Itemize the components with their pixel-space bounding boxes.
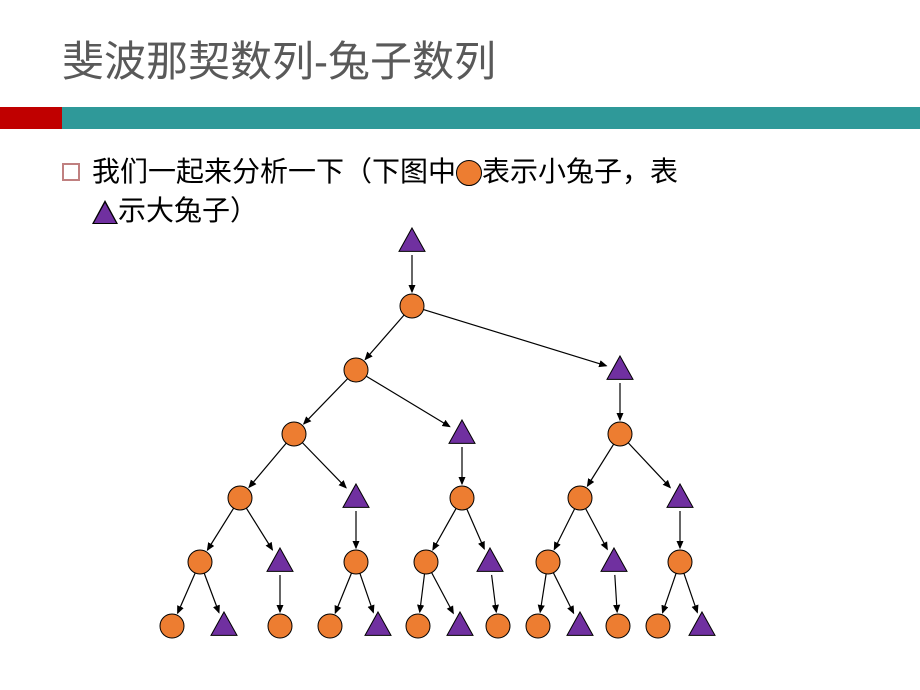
tree-node-circle — [318, 614, 342, 638]
tree-edge — [302, 443, 346, 488]
small-rabbit-icon — [456, 160, 482, 186]
tree-edge — [467, 509, 484, 549]
tree-node-triangle — [601, 548, 627, 571]
tree-node-triangle — [567, 612, 593, 635]
tree-node-triangle — [689, 612, 715, 635]
tree-edge — [204, 573, 219, 612]
tree-node-circle — [188, 550, 212, 574]
tree-node-circle — [160, 614, 184, 638]
tree-edge — [304, 379, 348, 424]
tree-edge — [178, 573, 196, 613]
tree-node-circle — [536, 550, 560, 574]
tree-node-circle — [486, 614, 510, 638]
tree-node-circle — [414, 550, 438, 574]
tree-edge — [246, 508, 272, 550]
tree-edge — [663, 573, 677, 612]
tree-edge — [360, 573, 373, 612]
tree-edge — [492, 575, 497, 612]
tree-node-circle — [344, 550, 368, 574]
tree-node-circle — [400, 294, 424, 318]
tree-node-circle — [568, 486, 592, 510]
tree-node-triangle — [449, 420, 475, 443]
page-title: 斐波那契数列-兔子数列 — [0, 0, 920, 107]
tree-edge — [586, 509, 608, 550]
tree-node-triangle — [477, 548, 503, 571]
tree-node-circle — [646, 614, 670, 638]
tree-edge — [540, 574, 546, 612]
tree-edge — [207, 508, 233, 550]
tree-node-circle — [282, 422, 306, 446]
tree-node-circle — [608, 422, 632, 446]
tree-node-triangle — [343, 484, 369, 507]
tree-node-circle — [406, 614, 430, 638]
bullet-mid2: 示大兔子） — [118, 196, 258, 227]
divider-teal — [62, 107, 920, 129]
tree-edge — [553, 573, 573, 613]
bullet-prefix: 我们一起来分析一下（下图中 — [92, 157, 456, 188]
bullet-mid1: 表示小兔子，表 — [482, 157, 678, 188]
divider-red — [0, 107, 62, 129]
big-rabbit-icon — [92, 200, 118, 224]
tree-edge — [423, 310, 606, 366]
tree-node-triangle — [607, 356, 633, 379]
tree-node-triangle — [267, 548, 293, 571]
tree-edge — [554, 509, 574, 550]
bullet-icon — [62, 163, 80, 181]
body-area: 我们一起来分析一下（下图中表示小兔子，表 示大兔子） — [0, 129, 920, 231]
tree-node-triangle — [211, 612, 237, 635]
tree-node-circle — [526, 614, 550, 638]
bullet-item: 我们一起来分析一下（下图中表示小兔子，表 示大兔子） — [62, 153, 880, 231]
tree-edge — [684, 573, 697, 612]
tree-node-triangle — [365, 612, 391, 635]
tree-node-triangle — [667, 484, 693, 507]
tree-edge — [249, 443, 286, 487]
tree-node-triangle — [399, 228, 425, 251]
tree-edge — [335, 573, 351, 613]
tree-edge — [365, 315, 404, 359]
tree-edge — [420, 574, 425, 612]
tree-edge — [432, 573, 454, 614]
tree-node-circle — [450, 486, 474, 510]
tree-node-circle — [668, 550, 692, 574]
tree-edge — [628, 443, 670, 488]
tree-edge — [615, 575, 617, 612]
tree-edge — [433, 508, 456, 549]
tree-node-circle — [344, 358, 368, 382]
tree-edge — [366, 376, 449, 426]
title-divider — [0, 107, 920, 129]
tree-node-circle — [268, 614, 292, 638]
tree-node-circle — [228, 486, 252, 510]
tree-node-triangle — [447, 612, 473, 635]
tree-edge — [587, 444, 613, 486]
tree-node-circle — [606, 614, 630, 638]
bullet-text: 我们一起来分析一下（下图中表示小兔子，表 示大兔子） — [92, 153, 678, 231]
